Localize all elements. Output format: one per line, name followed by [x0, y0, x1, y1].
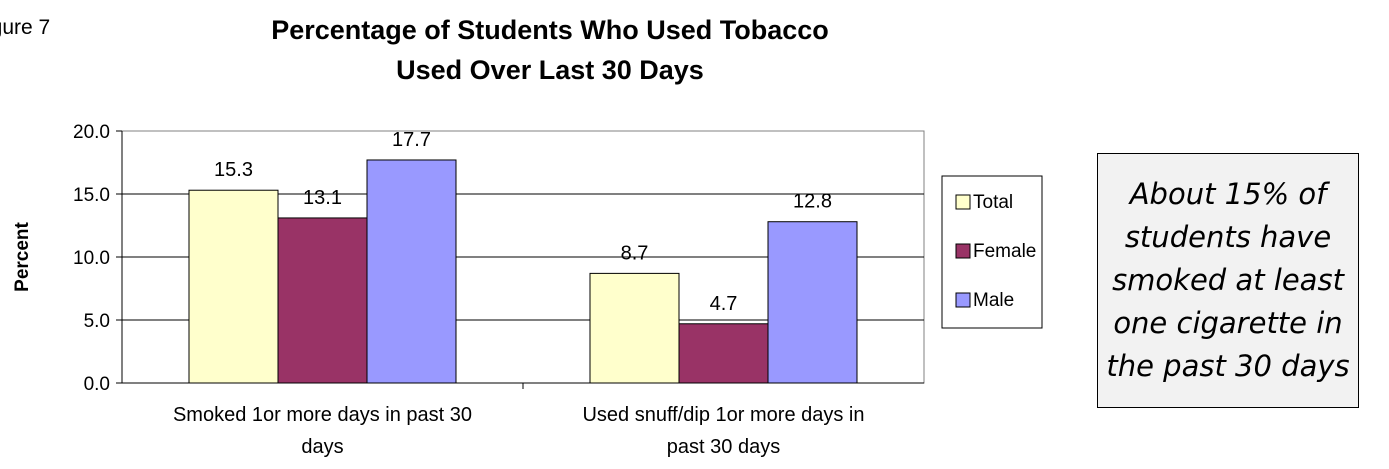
y-tick-label: 15.0	[73, 185, 110, 206]
legend-swatch-total	[955, 194, 971, 210]
bar-total-1	[589, 272, 680, 384]
legend-swatch-male	[955, 292, 971, 308]
data-label: 15.3	[214, 159, 253, 181]
x-category-label: days	[301, 436, 343, 458]
y-tick-label: 10.0	[73, 248, 110, 269]
x-category-label: Used snuff/dip 1or more days in	[582, 404, 864, 426]
figure-label: igure 7	[0, 16, 51, 39]
x-category-label: past 30 days	[667, 436, 780, 458]
legend-label-total: Total	[973, 192, 1013, 213]
bar-male-1	[767, 221, 858, 384]
callout-text: About 15% of students have smoked at lea…	[1106, 177, 1350, 383]
bar-chart: 0.0 5.0 10.0 15.0 20.0 Percent 15.3 13.1 17.7 Smo…	[12, 122, 1043, 458]
data-label: 13.1	[303, 187, 342, 209]
legend-label-female: Female	[973, 241, 1036, 262]
chart-title-line-1: Percentage of Students Who Used Tobacco	[271, 15, 829, 45]
bar-female-1	[678, 323, 769, 384]
chart-title-line-2: Used Over Last 30 Days	[396, 55, 704, 85]
callout-box: About 15% of students have smoked at lea…	[1097, 153, 1359, 408]
legend-label-male: Male	[973, 290, 1014, 311]
bar-female-0	[277, 217, 368, 384]
y-axis-label: Percent	[12, 221, 33, 291]
chart-title: Percentage of Students Who Used Tobacco …	[180, 10, 920, 90]
bar-total-0	[188, 189, 279, 384]
data-label: 12.8	[793, 191, 832, 213]
y-tick-label: 0.0	[84, 374, 110, 395]
x-category-label: Smoked 1or more days in past 30	[173, 404, 472, 426]
data-label: 8.7	[621, 242, 649, 264]
data-label: 4.7	[710, 293, 738, 315]
bar-male-0	[366, 159, 457, 384]
y-tick-label: 20.0	[73, 122, 110, 143]
y-tick-label: 5.0	[84, 311, 110, 332]
legend-swatch-female	[955, 243, 971, 259]
data-label: 17.7	[392, 129, 431, 151]
